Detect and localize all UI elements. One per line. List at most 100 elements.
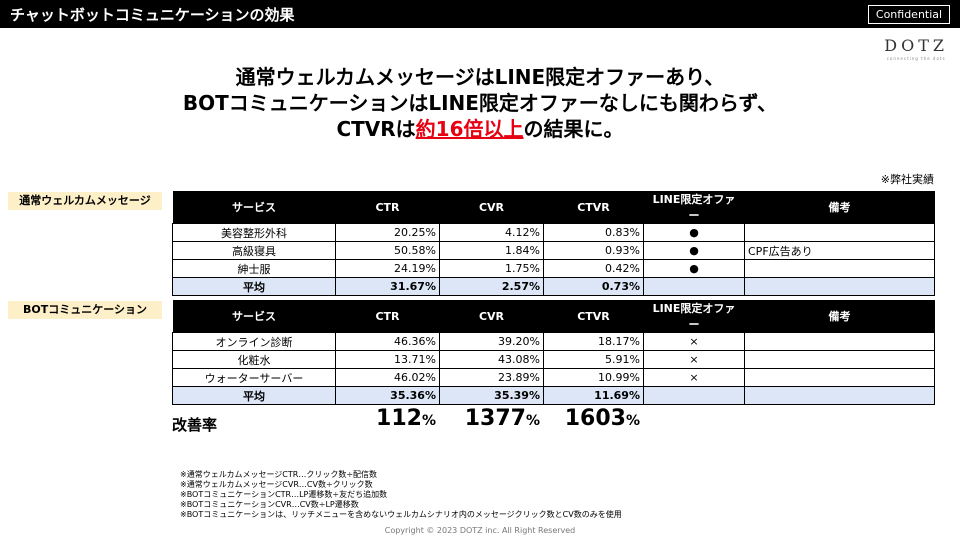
welcome-message-table: サービス CTR CVR CTVR LINE限定オファー 備考 美容整形外科 2…: [172, 191, 935, 296]
cell-service: 美容整形外科: [172, 223, 336, 242]
headline-line-3-pre: CTVRは: [336, 117, 416, 141]
table-row: オンライン診断 46.36% 39.20% 18.17% ×: [172, 332, 935, 351]
table-row: 美容整形外科 20.25% 4.12% 0.83% ●: [172, 223, 935, 242]
headline-line-3-post: の結果に。: [523, 117, 624, 141]
copyright: Copyright © 2023 DOTZ inc. All Right Res…: [384, 526, 576, 535]
cell-cvr: 1.84%: [439, 241, 544, 260]
cell-offer: ●: [643, 259, 745, 278]
logo-text: DOTZ: [884, 36, 948, 55]
section-label-welcome: 通常ウェルカムメッセージ: [8, 192, 162, 210]
cell-ctr: 35.36%: [335, 386, 440, 405]
cell-ctr: 13.71%: [335, 350, 440, 369]
cell-cvr: 35.39%: [439, 386, 544, 405]
col-ctr: CTR: [335, 191, 440, 224]
table-row: 高級寝具 50.58% 1.84% 0.93% ● CPF広告あり: [172, 241, 935, 260]
cell-ctr: 20.25%: [335, 223, 440, 242]
col-ctr: CTR: [335, 300, 440, 333]
cell-offer: ●: [643, 241, 745, 260]
cell-note: [744, 259, 935, 278]
improvement-ctvr: 1603%: [530, 406, 640, 431]
col-service: サービス: [172, 300, 336, 333]
col-ctvr: CTVR: [543, 300, 644, 333]
table-average-row: 平均 35.36% 35.39% 11.69%: [172, 386, 935, 405]
col-ctvr: CTVR: [543, 191, 644, 224]
bot-communication-table: サービス CTR CVR CTVR LINE限定オファー 備考 オンライン診断 …: [172, 300, 935, 405]
cell-note: CPF広告あり: [744, 241, 935, 260]
dotz-logo: DOTZ connecting the dots: [884, 36, 948, 61]
cell-note: [744, 277, 935, 296]
footnote: ※BOTコミュニケーションは、リッチメニューを含めないウェルカムシナリオ内のメッ…: [180, 510, 622, 519]
header-bar: チャットボットコミュニケーションの効果 Confidential: [0, 0, 960, 28]
improvement-label: 改善率: [172, 416, 218, 434]
cell-cvr: 23.89%: [439, 368, 544, 387]
cell-offer: ×: [643, 332, 745, 351]
headline: 通常ウェルカムメッセージはLINE限定オファーあり、 BOTコミュニケーションは…: [0, 64, 960, 142]
headline-accent: 約16倍以上: [415, 117, 524, 141]
col-note: 備考: [744, 300, 935, 333]
cell-service: オンライン診断: [172, 332, 336, 351]
confidential-badge: Confidential: [868, 5, 950, 24]
table-row: ウォーターサーバー 46.02% 23.89% 10.99% ×: [172, 368, 935, 387]
cell-ctvr: 11.69%: [543, 386, 644, 405]
table-header-row: サービス CTR CVR CTVR LINE限定オファー 備考: [172, 191, 935, 224]
improvement-ctvr-value: 1603: [564, 406, 626, 431]
table-header-row: サービス CTR CVR CTVR LINE限定オファー 備考: [172, 300, 935, 333]
cell-note: [744, 386, 935, 405]
col-note: 備考: [744, 191, 935, 224]
cell-cvr: 39.20%: [439, 332, 544, 351]
footnote: ※BOTコミュニケーションCTR…LP遷移数÷友だち追加数: [180, 490, 388, 499]
cell-ctvr: 0.73%: [543, 277, 644, 296]
col-cvr: CVR: [439, 191, 544, 224]
cell-ctr: 46.36%: [335, 332, 440, 351]
col-cvr: CVR: [439, 300, 544, 333]
cell-offer: ●: [643, 223, 745, 242]
improvement-cvr: 1377%: [430, 406, 540, 431]
cell-note: [744, 368, 935, 387]
cell-service: 平均: [172, 277, 336, 296]
logo-tagline: connecting the dots: [886, 56, 946, 61]
cell-ctvr: 0.42%: [543, 259, 644, 278]
footnote: ※BOTコミュニケーションCVR…CV数÷LP遷移数: [180, 500, 359, 509]
footnote: ※通常ウェルカムメッセージCVR…CV数÷クリック数: [180, 480, 373, 489]
cell-ctr: 31.67%: [335, 277, 440, 296]
footnotes: ※通常ウェルカムメッセージCTR…クリック数÷配信数 ※通常ウェルカムメッセージ…: [180, 470, 622, 520]
table-row: 紳士服 24.19% 1.75% 0.42% ●: [172, 259, 935, 278]
cell-ctvr: 18.17%: [543, 332, 644, 351]
headline-line-3: CTVRは約16倍以上の結果に。: [0, 116, 960, 142]
cell-ctvr: 0.83%: [543, 223, 644, 242]
cell-offer: [643, 386, 745, 405]
cell-cvr: 43.08%: [439, 350, 544, 369]
cell-service: 紳士服: [172, 259, 336, 278]
cell-note: [744, 350, 935, 369]
cell-offer: ×: [643, 350, 745, 369]
cell-ctr: 24.19%: [335, 259, 440, 278]
cell-cvr: 1.75%: [439, 259, 544, 278]
cell-ctvr: 10.99%: [543, 368, 644, 387]
cell-ctvr: 5.91%: [543, 350, 644, 369]
cell-ctvr: 0.93%: [543, 241, 644, 260]
improvement-ctr-unit: %: [421, 413, 436, 429]
cell-ctr: 46.02%: [335, 368, 440, 387]
cell-offer: ×: [643, 368, 745, 387]
col-line-offer: LINE限定オファー: [643, 300, 745, 333]
headline-line-2: BOTコミュニケーションはLINE限定オファーなしにも関わらず、: [182, 91, 778, 115]
cell-note: [744, 223, 935, 242]
headline-line-1: 通常ウェルカムメッセージはLINE限定オファーあり、: [235, 65, 725, 89]
cell-offer: [643, 277, 745, 296]
improvement-cvr-value: 1377: [464, 406, 526, 431]
table-row: 化粧水 13.71% 43.08% 5.91% ×: [172, 350, 935, 369]
improvement-cvr-unit: %: [525, 413, 540, 429]
col-line-offer: LINE限定オファー: [643, 191, 745, 224]
cell-service: 化粧水: [172, 350, 336, 369]
section-label-bot: BOTコミュニケーション: [8, 301, 162, 319]
cell-ctr: 50.58%: [335, 241, 440, 260]
cell-service: ウォーターサーバー: [172, 368, 336, 387]
source-note: ※弊社実績: [880, 173, 934, 186]
cell-note: [744, 332, 935, 351]
cell-cvr: 2.57%: [439, 277, 544, 296]
table-average-row: 平均 31.67% 2.57% 0.73%: [172, 277, 935, 296]
page-title: チャットボットコミュニケーションの効果: [10, 6, 295, 24]
footnote: ※通常ウェルカムメッセージCTR…クリック数÷配信数: [180, 470, 378, 479]
cell-service: 高級寝具: [172, 241, 336, 260]
cell-cvr: 4.12%: [439, 223, 544, 242]
